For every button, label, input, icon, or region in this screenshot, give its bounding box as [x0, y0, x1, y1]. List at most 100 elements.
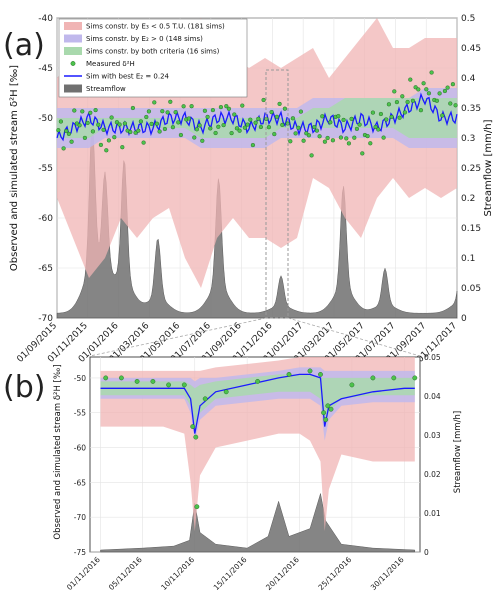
y2-tick-label: 0.2 — [461, 194, 475, 204]
measured-point — [80, 109, 85, 114]
y2-tick-label: 0.04 — [424, 392, 441, 401]
measured-point — [418, 108, 423, 113]
measured-point — [120, 145, 125, 150]
panel-a-label: (a) — [3, 28, 45, 63]
measured-point — [255, 378, 261, 384]
y-tick-label: -40 — [38, 14, 53, 24]
measured-point — [93, 107, 98, 113]
streamflow-area — [100, 493, 416, 553]
y-tick-label: -60 — [38, 214, 53, 224]
measured-point — [150, 378, 156, 384]
measured-point — [293, 131, 298, 136]
measured-point — [128, 129, 133, 135]
panel-b-y-ticks: -75 -70 -65 -60 -55 -50 — [74, 374, 86, 557]
y2-tick-label: 0.02 — [424, 470, 441, 479]
measured-point — [224, 104, 229, 109]
measured-point — [370, 110, 375, 115]
legend-swatch-band_both — [64, 47, 82, 55]
y2-tick-label: 0.05 — [461, 284, 481, 294]
measured-point — [189, 104, 194, 109]
measured-point — [178, 132, 183, 138]
legend-box — [58, 18, 248, 98]
legend-label: Sims constr. by both criteria (16 sims) — [86, 48, 220, 56]
y2-tick-label: 0 — [461, 314, 467, 324]
measured-point — [253, 120, 258, 125]
y-tick-label: -45 — [38, 64, 53, 74]
measured-point — [144, 114, 149, 120]
measured-point — [64, 128, 69, 134]
y2-tick-label: 0.1 — [461, 254, 475, 264]
measured-point — [190, 424, 196, 429]
measured-point — [101, 127, 106, 132]
measured-point — [450, 82, 455, 87]
measured-point — [344, 136, 349, 141]
measured-point — [221, 122, 226, 128]
measured-point — [376, 127, 381, 132]
y2-tick-label: 0.03 — [424, 431, 441, 440]
y-tick-label: -65 — [74, 478, 86, 487]
measured-point — [194, 127, 199, 132]
panel-b-streamflow — [100, 493, 416, 553]
measured-point — [429, 70, 434, 75]
measured-point — [392, 89, 397, 94]
measured-point — [434, 98, 439, 103]
measured-point — [370, 375, 376, 381]
measured-point — [232, 112, 237, 117]
measured-point — [160, 109, 165, 114]
measured-point — [317, 134, 322, 139]
y-tick-label: -65 — [38, 264, 53, 274]
measured-point — [242, 125, 247, 130]
measured-point — [373, 124, 378, 130]
measured-point — [194, 504, 200, 510]
measured-point — [61, 146, 66, 151]
measured-point — [202, 396, 208, 402]
legend-label: Streamflow — [86, 85, 126, 93]
y2-tick-label: 0.45 — [461, 44, 481, 54]
x-tick-label: 10/11/2016 — [159, 555, 196, 592]
measured-point — [306, 133, 311, 138]
measured-point — [103, 375, 109, 381]
measured-point — [88, 110, 93, 115]
measured-point — [410, 98, 415, 103]
legend-swatch-band_e3 — [64, 22, 82, 30]
measured-point — [405, 99, 410, 105]
measured-point — [117, 122, 122, 127]
measured-point — [112, 135, 117, 140]
measured-point — [309, 153, 314, 158]
measured-point — [269, 109, 274, 115]
x-tick-label: 20/11/2016 — [264, 555, 301, 592]
panel-a-y2-ticks: 0 0.05 0.1 0.15 0.2 0.25 0.3 0.35 0.4 0.45 0.5 — [461, 14, 481, 324]
measured-point — [408, 77, 413, 82]
panel-b-measured-points — [103, 368, 418, 510]
measured-point — [274, 114, 279, 119]
measured-point — [82, 135, 87, 140]
measured-point — [152, 100, 157, 105]
measured-point — [314, 128, 319, 133]
zoom-connector-left — [89, 317, 267, 357]
measured-point — [58, 119, 63, 124]
measured-point — [391, 375, 397, 381]
measured-point — [394, 99, 399, 105]
measured-point — [170, 125, 175, 130]
legend: Sims constr. by E₃ < 0.5 T.U. (181 sims)… — [58, 18, 248, 98]
measured-point — [193, 434, 199, 440]
measured-point — [288, 139, 293, 144]
y2-tick-label: 0.35 — [461, 104, 481, 114]
y2-tick-label: 0.4 — [461, 74, 476, 84]
measured-point — [328, 406, 334, 412]
measured-point — [202, 108, 207, 113]
measured-point — [378, 111, 383, 117]
y2-tick-label: 0.5 — [461, 14, 475, 24]
measured-point — [416, 87, 421, 92]
measured-point — [384, 117, 389, 122]
measured-point — [365, 134, 370, 139]
y-tick-label: -55 — [38, 164, 53, 174]
measured-point — [149, 121, 154, 126]
measured-point — [354, 126, 359, 131]
measured-point — [412, 375, 418, 381]
measured-point — [437, 91, 442, 96]
x-tick-label: 15/11/2016 — [212, 555, 249, 592]
y2-tick-label: 0.25 — [461, 164, 481, 174]
x-tick-label: 01/11/2016 — [65, 555, 102, 592]
measured-point — [320, 114, 325, 119]
